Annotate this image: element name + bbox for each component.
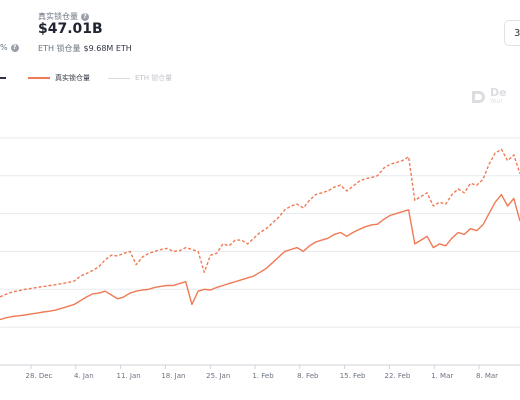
legend-item-real-tvl[interactable]: 真实锁仓量: [28, 73, 90, 83]
legend-item-eth-locked[interactable]: ETH 锁仓量: [108, 73, 172, 83]
eth-locked-value: $9.68M ETH: [83, 44, 132, 53]
real-tvl-label: 真实锁仓量: [38, 12, 78, 21]
eth-locked-row: ETH 锁仓量 $9.68M ETH: [38, 43, 132, 54]
eth-locked-label: ETH 锁仓量: [38, 44, 81, 53]
chart-series: [0, 148, 520, 321]
range-select-button[interactable]: 3: [504, 20, 520, 46]
chart-legend: 真实锁仓量 ETH 锁仓量: [0, 73, 172, 83]
x-tick-label: 4. Jan: [74, 372, 94, 380]
chart-x-axis: 28. Dec 4. Jan 11. Jan 18. Jan 25. Jan 1. Feb…: [26, 365, 498, 380]
x-tick-label: 15. Feb: [340, 372, 366, 380]
x-tick-label: 22. Feb: [385, 372, 411, 380]
help-icon[interactable]: ?: [10, 43, 19, 52]
brand-logo-icon: [472, 90, 485, 103]
x-tick-label: 1. Mar: [431, 372, 453, 380]
x-tick-label: 18. Jan: [161, 372, 185, 380]
x-tick-label: 1. Feb: [252, 372, 274, 380]
brand-watermark: De Your: [470, 86, 507, 105]
x-tick-label: 11. Jan: [117, 372, 141, 380]
change-fragment: % ?: [0, 43, 19, 52]
x-tick-label: 25. Jan: [206, 372, 230, 380]
change-percent: %: [0, 43, 8, 52]
real-tvl-label-row: 真实锁仓量 ?: [38, 11, 89, 22]
legend-line: [108, 77, 130, 79]
series-line-dashed: [0, 148, 520, 298]
real-tvl-value: $47.01B: [38, 21, 103, 37]
legend-line-fragment: [0, 77, 6, 79]
watermark-sub: Your: [490, 98, 503, 105]
x-tick-label: 8. Mar: [476, 372, 498, 380]
help-icon[interactable]: ?: [81, 12, 89, 21]
watermark-text: De: [490, 86, 507, 99]
x-tick-label: 8. Feb: [297, 372, 319, 380]
x-tick-label: 28. Dec: [26, 372, 53, 380]
series-line-solid: [0, 193, 520, 321]
legend-label: 真实锁仓量: [55, 74, 90, 82]
legend-line: [28, 77, 50, 79]
legend-label: ETH 锁仓量: [135, 74, 173, 82]
chart-grid: [0, 137, 520, 366]
